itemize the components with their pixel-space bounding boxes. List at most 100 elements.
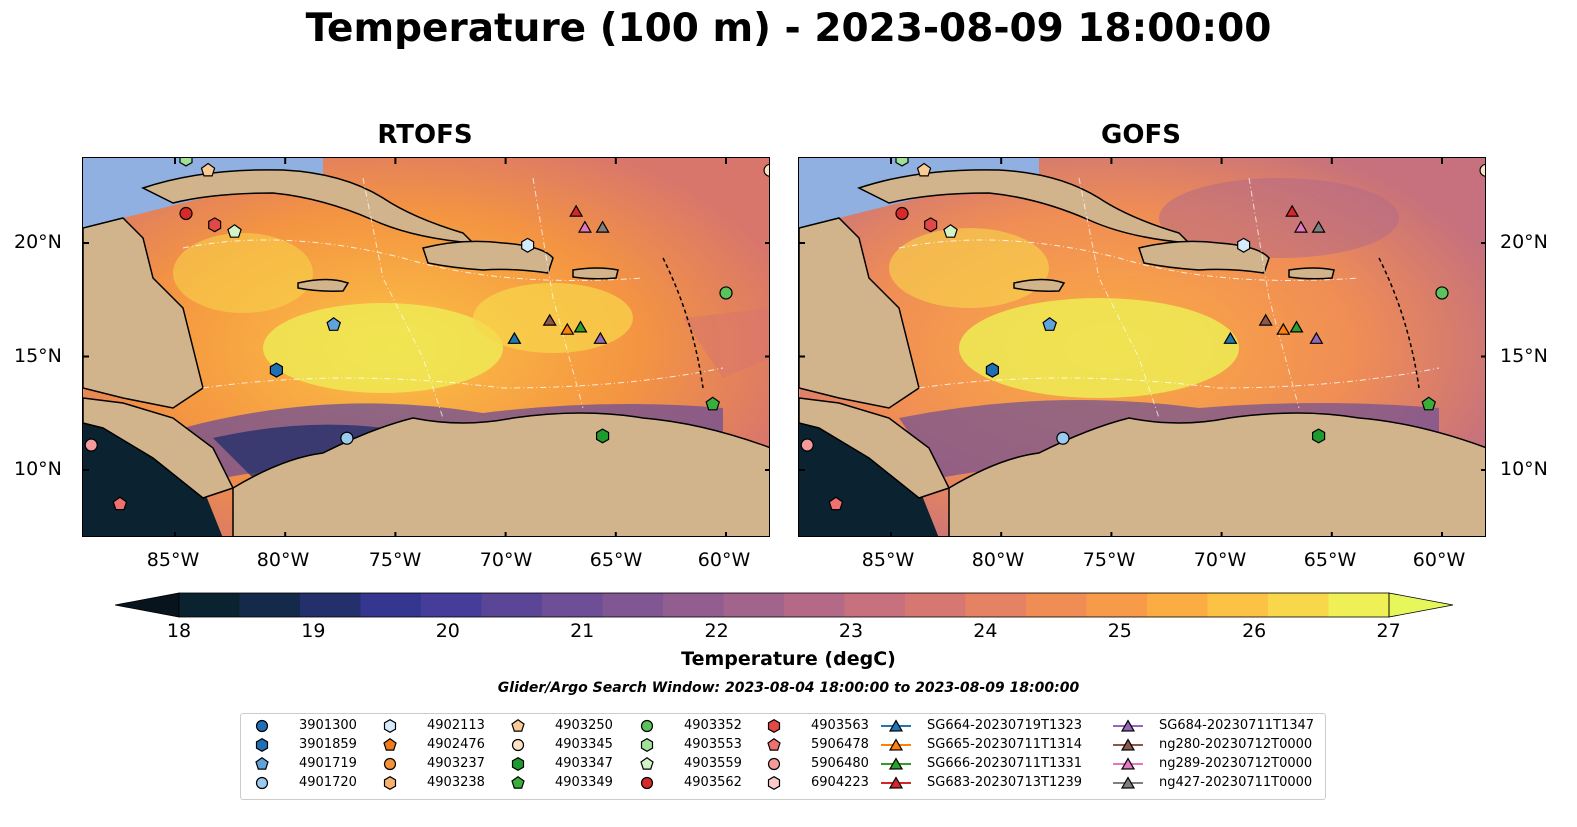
legend-marker-icon [511,738,525,752]
legend-marker-icon [383,737,397,751]
lon-label-70w-right: 70°W [1193,549,1247,571]
colorbar-segment [481,593,543,617]
obs-marker-sg665-20230711t1314 [1276,322,1291,335]
obs-marker-4903562 [179,206,193,221]
lat-label-10n-right: 10°N [1500,458,1548,480]
obs-marker-sg665-20230711t1314 [560,322,575,335]
legend-marker-icon [1113,719,1143,732]
obs-marker-4903553 [895,158,909,167]
legend-label: 4903352 [684,718,742,733]
obs-marker-ng427-20230711t0000 [1311,220,1326,233]
legend-label: SG666-20230711T1331 [927,756,1083,771]
colorbar-segment [602,593,664,617]
colorbar-tick-label: 26 [1242,620,1267,642]
colorbar-segment [723,593,785,617]
obs-marker-4903563 [208,217,222,233]
colorbar-segment [905,593,966,617]
obs-marker-sg664-20230719t1323 [507,331,522,344]
legend-label: 4903562 [684,775,742,790]
lat-label-20n-right: 20°N [1500,231,1548,253]
legend-marker-icon [255,719,269,733]
obs-marker-sg684-20230711t1347 [593,331,608,344]
legend-label: SG683-20230713T1239 [927,775,1083,790]
obs-marker-4902113 [1237,237,1251,253]
colorbar-tick-label: 27 [1376,620,1401,642]
colorbar-frame [178,592,1390,618]
obs-marker-4903559 [227,224,242,238]
colorbar-tick-label: 22 [704,620,729,642]
colorbar-segment [784,593,845,617]
colorbar-segment [179,593,240,617]
legend-label: 5906478 [811,737,869,752]
obs-marker-ng289-20230712t0000 [577,220,592,233]
legend-label: 4902476 [427,737,485,752]
obs-marker-4903553 [179,158,193,167]
colorbar-tick-label: 20 [435,620,460,642]
legend-label: 4903237 [427,756,485,771]
legend-label: 4903250 [555,718,613,733]
legend-label: 4903238 [427,775,485,790]
obs-marker-5906480 [84,438,98,452]
legend-marker-icon [255,738,269,752]
obs-marker-4903563 [924,217,938,233]
lon-label-85w-right: 85°W [861,549,915,571]
obs-marker-4903349 [705,396,721,411]
legend-label: ng289-20230712T0000 [1159,756,1313,771]
search-window-text: Glider/Argo Search Window: 2023-08-04 18… [497,680,1080,696]
colorbar-segment [1026,593,1087,617]
legend-marker-icon [511,775,525,789]
colorbar [115,592,1454,618]
colorbar-segment [663,593,724,617]
colorbar-tick-label: 19 [301,620,326,642]
lon-label-80w-right: 80°W [971,549,1025,571]
legend-marker-icon [767,776,781,790]
panel-title-rtofs: RTOFS [377,120,473,150]
obs-marker-4903349 [1421,396,1437,411]
obs-marker-4903562 [895,206,909,221]
legend-label: 4903559 [684,756,742,771]
legend-marker-icon [640,776,654,790]
lon-label-70w-left: 70°W [479,549,533,571]
legend-label: 4903347 [555,756,613,771]
colorbar-segment [1147,593,1208,617]
legend: 3901300 3901859 4901719 4901720 4902113 49024… [240,713,1326,800]
lat-label-15n-left: 15°N [14,345,62,367]
obs-marker-4901719 [1042,317,1058,331]
legend-label: 3901300 [299,718,357,733]
colorbar-segment [1086,593,1148,617]
legend-marker-icon [383,776,397,790]
obs-marker-5906480 [800,438,814,452]
colorbar-segment [1328,593,1390,617]
legend-marker-icon [255,776,269,790]
obs-marker-5906478 [828,496,844,511]
legend-marker-icon [881,757,911,770]
legend-marker-icon [383,757,397,771]
obs-marker-5906478 [112,496,128,511]
legend-marker-icon [1113,776,1143,789]
legend-label: 3901859 [299,737,357,752]
obs-marker-4903250 [916,162,932,177]
colorbar-over-extension [1388,592,1454,618]
colorbar-tick-label: 25 [1107,620,1132,642]
colorbar-segment [239,593,301,617]
colorbar-under-extension [115,592,180,618]
rtofs-map [82,157,770,537]
legend-label: 5906480 [811,756,869,771]
obs-marker-sg666-20230711t1331 [573,320,588,333]
obs-marker-4903347 [1311,428,1326,444]
legend-label: SG664-20230719T1323 [927,718,1083,733]
panel-title-gofs: GOFS [1101,120,1181,150]
legend-marker-icon [640,719,654,733]
obs-marker-4902113 [521,237,535,253]
legend-label: 4901720 [299,775,357,790]
legend-marker-icon [383,719,397,733]
colorbar-segment [300,593,361,617]
legend-label: 4903349 [555,775,613,790]
colorbar-tick-label: 18 [166,620,192,642]
colorbar-segment [421,593,482,617]
legend-marker-icon [767,737,781,751]
obs-marker-4901719 [326,317,342,331]
legend-marker-icon [767,757,781,771]
obs-marker-3901859 [269,362,283,378]
obs-marker-sg666-20230711t1331 [1289,320,1304,333]
